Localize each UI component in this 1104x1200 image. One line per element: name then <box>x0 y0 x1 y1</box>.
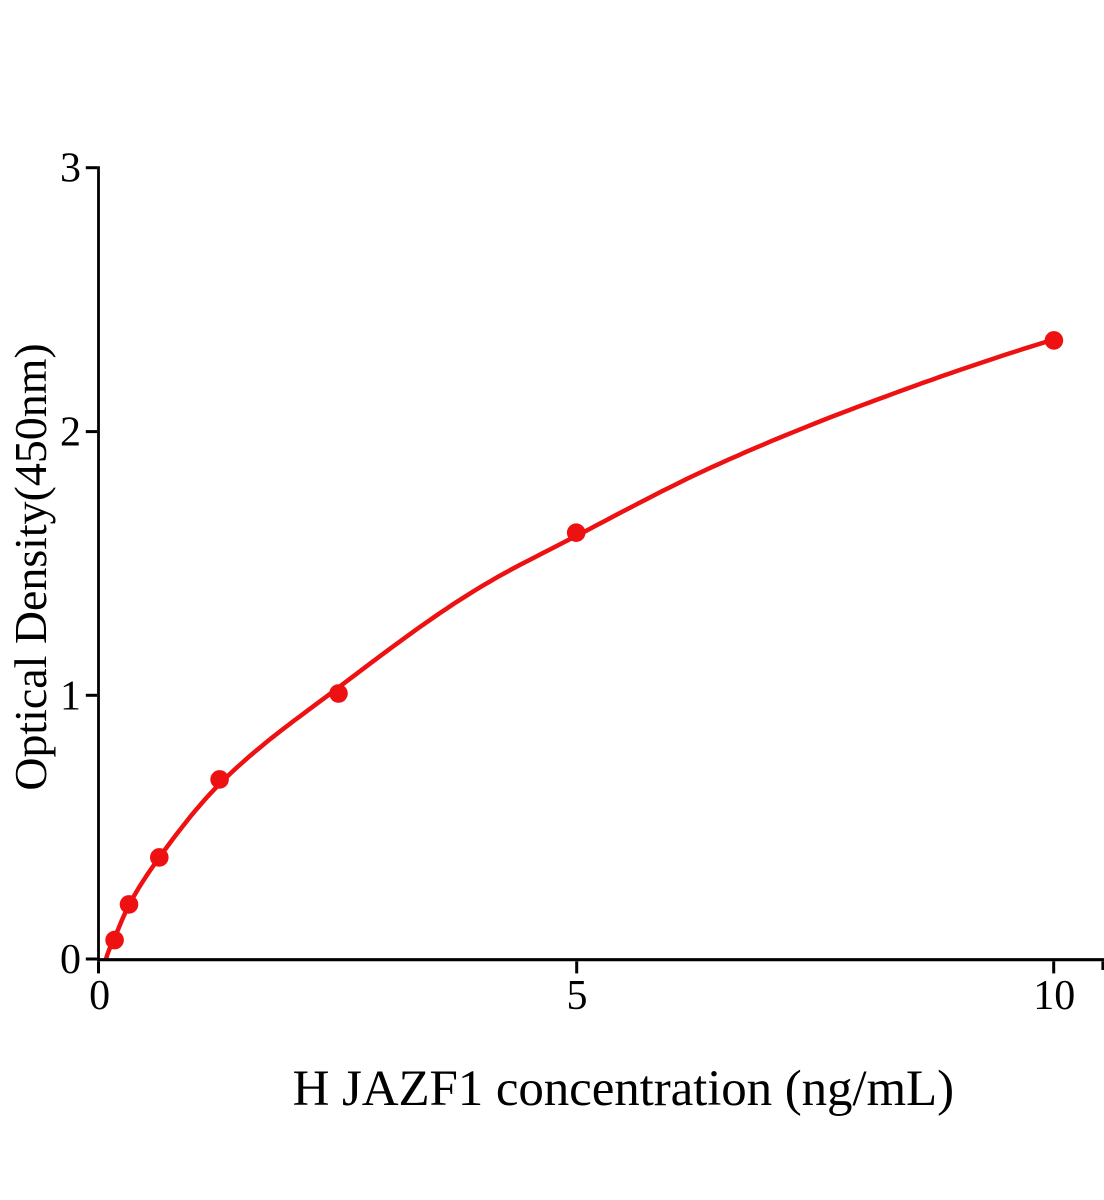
svg-text:3: 3 <box>60 146 81 192</box>
svg-text:2: 2 <box>60 410 81 456</box>
svg-text:1: 1 <box>60 673 81 719</box>
svg-text:5: 5 <box>567 973 588 1019</box>
svg-text:Optical Density(450nm): Optical Density(450nm) <box>5 343 56 790</box>
svg-text:0: 0 <box>89 973 110 1019</box>
svg-text:0: 0 <box>60 937 81 983</box>
svg-text:H JAZF1 concentration (ng/mL): H JAZF1 concentration (ng/mL) <box>293 1061 954 1117</box>
svg-text:10: 10 <box>1033 973 1075 1019</box>
